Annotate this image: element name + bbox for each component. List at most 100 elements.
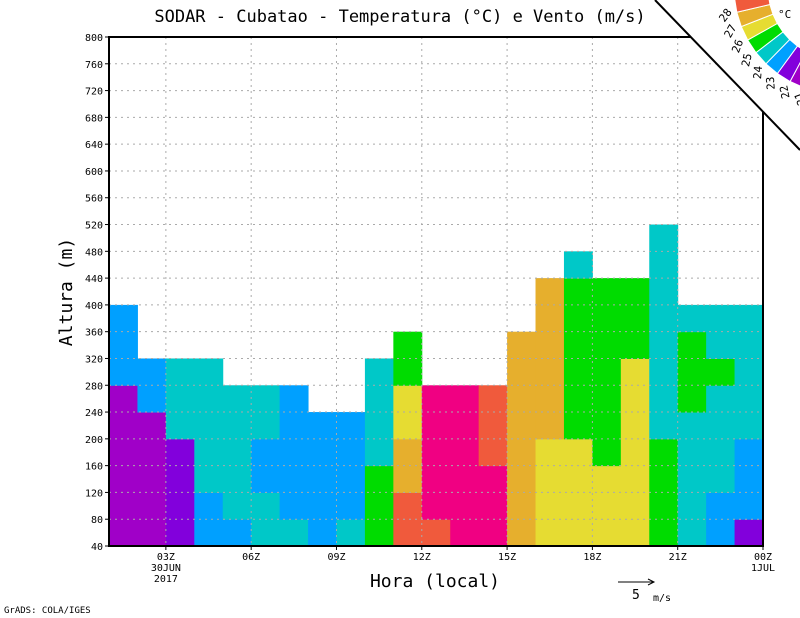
temperature-cell bbox=[450, 492, 480, 520]
colorbar-label: 26 bbox=[729, 38, 746, 55]
temperature-cell bbox=[677, 465, 707, 493]
x-tick-label: 21Z bbox=[669, 552, 687, 563]
temperature-cell bbox=[478, 438, 508, 467]
temperature-cell bbox=[620, 492, 650, 520]
colorbar-label: 21 bbox=[792, 90, 800, 107]
temperature-cell bbox=[734, 465, 764, 493]
temperature-cell bbox=[507, 331, 537, 359]
temperature-cell bbox=[222, 385, 252, 413]
temperature-cell bbox=[734, 385, 764, 413]
reference-value: 5 bbox=[632, 588, 640, 603]
temperature-cell bbox=[563, 519, 593, 547]
temperature-cell bbox=[535, 519, 565, 547]
temperature-cell bbox=[649, 519, 679, 547]
temperature-cell bbox=[706, 358, 736, 386]
temperature-cell bbox=[109, 492, 138, 520]
temperature-cell bbox=[137, 492, 167, 520]
temperature-cell bbox=[620, 331, 650, 359]
x-tick-label: 00Z bbox=[754, 552, 772, 563]
temperature-cell bbox=[592, 519, 622, 547]
temperature-cell bbox=[421, 385, 451, 413]
temperature-cell bbox=[222, 438, 252, 467]
y-tick-label: 320 bbox=[85, 354, 103, 365]
temperature-cell bbox=[165, 385, 195, 413]
temperature-cell bbox=[620, 438, 650, 467]
colorbar-label: 23 bbox=[764, 76, 778, 90]
temperature-cell bbox=[165, 438, 195, 467]
temperature-cell bbox=[507, 519, 537, 547]
temperature-cell bbox=[507, 358, 537, 386]
y-axis: 40 80 120 160 200 240 280 320 360 400 440 480 520 560… bbox=[85, 33, 109, 553]
x-axis-label: Hora (local) bbox=[370, 571, 500, 592]
colorbar-label: 27 bbox=[722, 22, 740, 40]
temperature-cell bbox=[620, 304, 650, 333]
temperature-cell bbox=[592, 438, 622, 467]
temperature-cell bbox=[649, 492, 679, 520]
temperature-cell bbox=[592, 304, 622, 333]
temperature-cell bbox=[478, 519, 508, 547]
temperature-cell bbox=[734, 492, 764, 520]
temperature-cell bbox=[507, 465, 537, 493]
temperature-cell bbox=[393, 465, 423, 493]
y-tick-label: 520 bbox=[85, 221, 103, 232]
x-tick-label: 1JUL bbox=[751, 563, 775, 574]
temperature-cell bbox=[251, 465, 281, 493]
temperature-cell bbox=[251, 412, 281, 440]
temperature-cell bbox=[165, 358, 195, 386]
temperature-cell bbox=[649, 438, 679, 467]
temperature-cell bbox=[308, 492, 337, 520]
temperature-cell bbox=[393, 358, 423, 386]
temperature-cell bbox=[109, 385, 138, 413]
temperature-cell bbox=[421, 412, 451, 440]
temperature-cell bbox=[563, 304, 593, 333]
temperature-cell bbox=[251, 492, 281, 520]
temperature-cell bbox=[677, 412, 707, 440]
temperature-cell bbox=[592, 358, 622, 386]
temperature-cell bbox=[478, 412, 508, 440]
temperature-cell bbox=[649, 304, 679, 333]
temperature-cell bbox=[620, 358, 650, 386]
temperature-cell bbox=[251, 438, 281, 467]
temperature-cell bbox=[450, 412, 480, 440]
temperature-cell bbox=[620, 412, 650, 440]
temperature-cell bbox=[194, 438, 224, 467]
temperature-cell bbox=[592, 492, 622, 520]
y-tick-label: 360 bbox=[85, 328, 103, 339]
temperature-cell bbox=[649, 465, 679, 493]
temperature-cell bbox=[421, 519, 451, 547]
temperature-cell bbox=[364, 492, 394, 520]
temperature-cell bbox=[393, 331, 423, 359]
x-tick-label: 18Z bbox=[583, 552, 601, 563]
temperature-cell bbox=[450, 519, 480, 547]
temperature-cell bbox=[677, 304, 707, 333]
temperature-cell bbox=[677, 358, 707, 386]
temperature-cell bbox=[393, 519, 423, 547]
y-tick-label: 720 bbox=[85, 87, 103, 98]
footer-credit: GrADS: COLA/IGES bbox=[4, 606, 91, 616]
temperature-cell bbox=[109, 519, 138, 547]
temperature-cell bbox=[336, 465, 366, 493]
temperature-cell bbox=[165, 519, 195, 547]
temperature-cell bbox=[620, 519, 650, 547]
x-tick-label: 30JUN bbox=[151, 563, 181, 574]
temperature-cell bbox=[137, 519, 167, 547]
temperature-cell bbox=[592, 331, 622, 359]
temperature-cell bbox=[734, 519, 764, 547]
colorbar-label: 24 bbox=[751, 65, 765, 80]
temperature-cell bbox=[535, 304, 565, 333]
plot-frame bbox=[108, 36, 764, 547]
y-tick-label: 440 bbox=[85, 274, 103, 285]
temperature-cell bbox=[677, 492, 707, 520]
temperature-cell bbox=[308, 519, 337, 547]
temperature-cell bbox=[137, 438, 167, 467]
y-tick-label: 400 bbox=[85, 301, 103, 312]
temperature-cell bbox=[308, 412, 337, 440]
colorbar-divider bbox=[654, 0, 800, 151]
temperature-cell bbox=[364, 358, 394, 386]
temperature-cell bbox=[507, 438, 537, 467]
temperature-cell bbox=[393, 492, 423, 520]
colorbar-swatch bbox=[734, 0, 771, 13]
temperature-cell bbox=[251, 385, 281, 413]
